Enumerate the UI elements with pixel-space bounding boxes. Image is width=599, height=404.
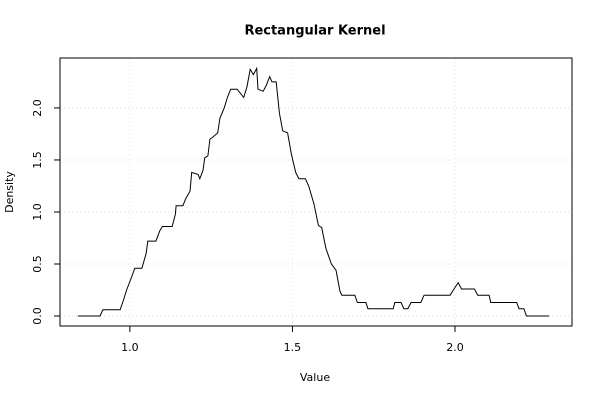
x-tick-label: 2.0 xyxy=(446,341,464,354)
y-tick-label: 0.0 xyxy=(31,307,44,325)
y-tick-label: 0.5 xyxy=(31,255,44,273)
x-axis-label: Value xyxy=(300,371,330,384)
density-line xyxy=(77,66,550,317)
y-axis-label: Density xyxy=(3,171,16,213)
y-tick-label: 1.0 xyxy=(31,203,44,221)
y-tick-label: 2.0 xyxy=(31,99,44,117)
chart-title: Rectangular Kernel xyxy=(244,24,385,39)
x-tick-label: 1.5 xyxy=(284,341,302,354)
plot-frame xyxy=(59,57,573,327)
x-tick-label: 1.0 xyxy=(121,341,139,354)
y-tick-label: 1.5 xyxy=(31,151,44,169)
